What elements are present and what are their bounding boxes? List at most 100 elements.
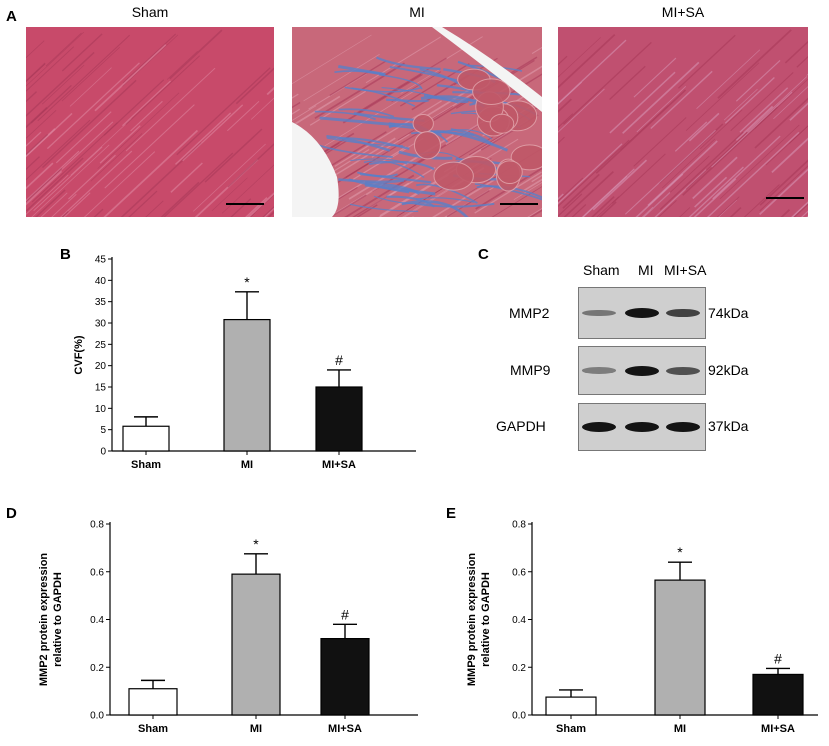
scale-bar-sham [226,203,264,205]
bar-sham [122,425,170,452]
y-tick-label: 25 [95,340,107,351]
y-tick-label: 0.0 [90,711,104,722]
bar-mi [231,573,281,716]
micrograph-mi-sa-image [558,27,808,217]
bar-mi-sa [320,638,370,716]
y-tick-label: 45 [95,255,107,266]
y-axis-label: relative to GAPDH [480,572,492,667]
x-tick-label: MI [241,459,253,471]
scale-bar-mi-sa [766,197,804,199]
y-tick-label: 0 [100,447,106,458]
blot-band-mmp2-mi-sa [666,308,700,318]
blot-band-mmp9-sham [582,367,616,374]
y-axis-label: relative to GAPDH [52,572,64,667]
x-tick-label: MI [674,723,686,735]
panel-letter-d: D [6,505,17,522]
y-tick-label: 30 [95,319,107,330]
panel-letter-c: C [478,246,489,263]
significance-marker: # [341,606,349,622]
micrograph-sham [26,27,274,217]
y-tick-label: 0.6 [512,567,526,578]
blot-protein-mmp2: MMP2 [509,305,550,321]
y-tick-label: 0.4 [512,615,526,626]
bar-mi-sa [315,386,363,452]
x-tick-label: MI+SA [328,723,362,735]
y-tick-label: 20 [95,361,107,372]
significance-marker: * [244,274,250,290]
x-tick-label: MI+SA [322,459,356,471]
chart-d-mmp2: 0.0 0.2 0.4 0.6 0.8 MMP2 protein expression re… [38,520,418,735]
micrograph-mi-sa [558,27,808,217]
blot-size-mmp2: 74kDa [708,305,749,321]
micrograph-mi [292,27,542,217]
bar-sham [128,688,178,716]
bar-mi [223,318,271,452]
significance-marker: # [335,352,343,368]
bar-mi-sa [752,673,804,716]
x-tick-label: Sham [138,723,168,735]
x-tick-label: MI+SA [761,723,795,735]
cardiomyocyte [413,131,441,160]
panel-letter-b: B [60,246,71,263]
blot-size-gapdh: 37kDa [708,418,749,434]
y-tick-label: 5 [100,425,106,436]
cardiomyocyte [472,78,511,105]
y-tick-label: 10 [95,404,107,415]
blot-band-gapdh-mi [625,422,659,432]
x-tick-label: Sham [131,459,161,471]
blot-protein-gapdh: GAPDH [496,418,546,434]
blot-lane-label-sham: Sham [583,262,620,278]
y-tick-label: 40 [95,276,107,287]
panel-letter-a: A [6,8,17,25]
y-tick-label: 0.8 [512,520,526,531]
y-tick-label: 15 [95,383,107,394]
significance-marker: # [774,650,782,666]
cardiomyocyte [412,114,434,134]
blot-band-mmp2-sham [582,309,616,317]
micrograph-title-mi-sa: MI+SA [661,4,705,20]
cardiomyocyte [489,113,515,134]
x-tick-label: MI [250,723,262,735]
tissue-texture [26,29,274,217]
blot-band-gapdh-sham [582,422,616,432]
micrograph-mi-image [292,27,542,217]
y-tick-label: 35 [95,297,107,308]
blot-row-mmp9 [578,346,706,395]
blot-band-mmp9-mi-sa [666,366,700,375]
cardiomyocyte [510,144,542,171]
y-axis-label: CVF(%) [73,335,85,374]
micrograph-title-mi: MI [409,4,425,20]
blot-lane-label-mi-sa: MI+SA [664,262,707,278]
tissue-texture [558,29,808,217]
blot-band-mmp2-mi [625,308,659,318]
micrograph-title-sham: Sham [131,4,169,20]
blot-size-mmp9: 92kDa [708,362,749,378]
cardiomyocyte [433,161,474,191]
tissue-gap [292,122,339,217]
blot-band-mmp9-mi [625,365,659,376]
x-tick-label: Sham [556,723,586,735]
chart-b-cvf: 0 5 10 15 20 25 30 35 40 45 CVF(%) Sham * MI # MI+SA [73,255,416,471]
cardiomyocyte [496,160,523,185]
blot-row-mmp2 [578,287,706,339]
bar-sham [545,696,597,716]
chart-e-mmp9: 0.0 0.2 0.4 0.6 0.8 MMP9 protein expression re… [466,520,818,735]
y-tick-label: 0.0 [512,711,526,722]
blot-protein-mmp9: MMP9 [510,362,551,378]
bar-mi [654,579,706,716]
y-axis-label: MMP9 protein expression [466,553,478,687]
significance-marker: * [677,544,683,560]
blot-band-gapdh-mi-sa [666,422,700,432]
y-tick-label: 0.4 [90,615,104,626]
panel-letter-e: E [446,505,457,522]
y-tick-label: 0.6 [90,567,104,578]
micrograph-sham-image [26,27,274,217]
y-tick-label: 0.2 [90,663,104,674]
blot-row-gapdh [578,403,706,451]
y-axis-label: MMP2 protein expression [38,553,50,687]
blot-lane-label-mi: MI [638,262,654,278]
y-tick-label: 0.8 [90,520,104,531]
y-tick-label: 0.2 [512,663,526,674]
significance-marker: * [253,536,259,552]
scale-bar-mi [500,203,538,205]
